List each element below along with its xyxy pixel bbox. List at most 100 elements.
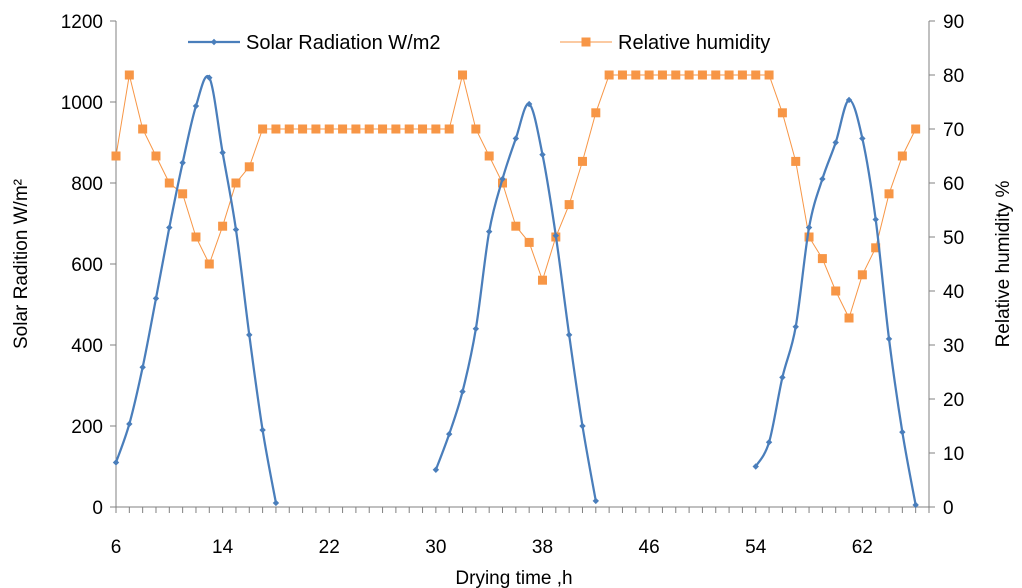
relative-humidity-point [737,70,747,80]
solar-radiation-point [126,420,133,428]
solar-radiation-point [592,497,600,505]
relative-humidity-point [577,156,587,166]
solar-radiation-line [114,74,278,504]
relative-humidity-point [204,259,214,269]
y-right-tick-label: 70 [943,120,964,141]
relative-humidity-point [191,232,201,242]
solar-radiation-point [512,135,520,142]
solar-radiation-point [152,295,160,302]
solar-radiation-line [434,102,597,502]
relative-humidity-point [537,275,547,285]
relative-humidity-point [564,200,574,210]
solar-radiation-point [272,499,280,507]
series-layer [111,70,921,509]
solar-radiation-point [899,428,906,436]
x-tick-label: 30 [425,537,446,558]
y-right-tick-label: 60 [943,174,964,195]
relative-humidity-point [431,124,441,134]
solar-radiation-point [819,175,826,183]
y-right-tick-label: 50 [943,228,964,249]
y-right-tick-label: 90 [943,12,964,33]
relative-humidity-point [871,243,881,253]
y-axis-title-left: Solar Radition W/m² [11,179,32,349]
solar-radiation-point [859,135,866,142]
x-tick-label: 22 [319,537,340,558]
series-solar-radiation [112,74,919,509]
relative-humidity-point [364,124,374,134]
relative-humidity-point [404,124,414,134]
solar-radiation-point [192,102,200,110]
solar-radiation-point [752,463,759,470]
legend-solar-label: Solar Radiation W/m2 [246,32,441,54]
relative-humidity-point [324,124,334,134]
relative-humidity-point [258,124,268,134]
relative-humidity-point [804,232,814,242]
legend-humidity-label: Relative humidity [618,32,770,54]
solar-radiation-point [445,430,453,438]
relative-humidity-point [124,70,134,80]
axes: 0 200 400 600 800 1000 1200 0 10 20 30 40 50 60 70 80 90… [61,12,964,558]
x-tick-label: 14 [212,537,234,558]
relative-humidity-point [644,70,654,80]
relative-humidity-point [604,70,614,80]
relative-humidity-point [484,151,494,161]
relative-humidity-line [115,74,917,320]
relative-humidity-point [671,70,681,80]
relative-humidity-point [311,124,321,134]
y-left-tick-label: 1200 [61,12,103,33]
y-right-tick-label: 10 [943,444,964,465]
solar-radiation-point [246,331,253,339]
relative-humidity-point [777,108,787,118]
solar-radiation-point [912,501,919,509]
relative-humidity-point [884,189,894,199]
solar-radiation-point [485,228,493,235]
relative-humidity-point [751,70,761,80]
solar-radiation-point [206,74,213,81]
solar-radiation-point [765,439,773,446]
relative-humidity-point [857,270,867,280]
solar-radiation-point [805,224,813,231]
relative-humidity-point [378,124,388,134]
relative-humidity-point [244,162,254,172]
relative-humidity-point [218,221,228,231]
relative-humidity-point [418,124,428,134]
relative-humidity-point [471,124,481,134]
relative-humidity-point [684,70,694,80]
relative-humidity-point [817,254,827,264]
solar-radiation-point [499,175,506,183]
solar-radiation-point [139,364,146,371]
solar-radiation-point [525,100,533,108]
solar-radiation-point [166,224,173,231]
solar-radiation-point [219,149,226,156]
solar-radiation-point [259,426,266,434]
x-axis-title: Drying time ,h [455,568,572,588]
y-left-tick-label: 0 [92,498,103,519]
relative-humidity-point [271,124,281,134]
relative-humidity-point [591,108,601,118]
relative-humidity-point [897,151,907,161]
relative-humidity-point [138,124,148,134]
relative-humidity-point [351,124,361,134]
solar-radiation-point [432,466,440,473]
legend: Solar Radiation W/m2 Relative humidity [188,32,770,54]
relative-humidity-point [844,313,854,323]
relative-humidity-point [284,124,294,134]
solar-radiation-point [459,388,466,395]
legend-humidity-marker [581,37,591,47]
solar-radiation-line [754,98,917,506]
legend-solar-marker [210,38,218,46]
y-right-tick-label: 0 [943,498,954,519]
relative-humidity-point [724,70,734,80]
relative-humidity-point [444,124,454,134]
series-relative-humidity [111,70,921,323]
relative-humidity-point [711,70,721,80]
y-right-tick-label: 80 [943,66,964,87]
relative-humidity-point [111,151,121,161]
relative-humidity-point [791,156,801,166]
x-tick-label: 6 [111,537,122,558]
relative-humidity-point [657,70,667,80]
y-axis-title-right: Relative humidity % [993,180,1014,347]
relative-humidity-point [764,70,774,80]
solar-radiation-point [552,232,560,239]
